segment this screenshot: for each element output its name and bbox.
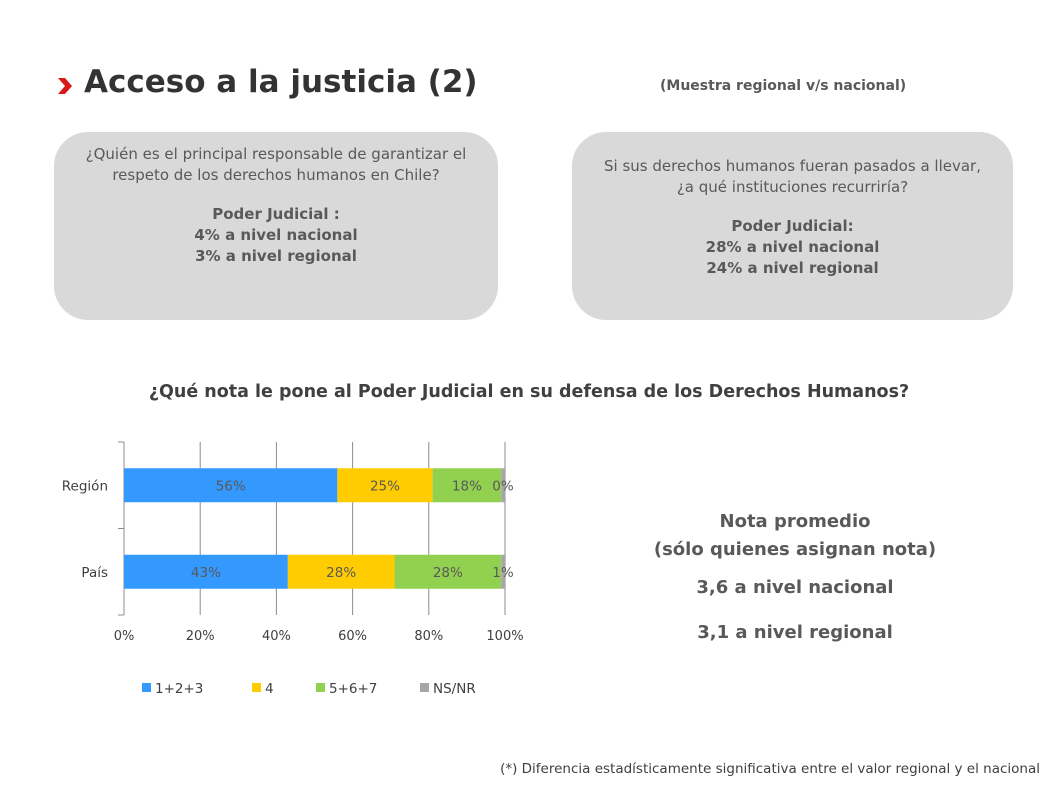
x-tick-label: 0% bbox=[114, 629, 135, 644]
data-label: 0% bbox=[492, 478, 514, 494]
x-tick-label: 80% bbox=[414, 629, 443, 644]
legend-swatch bbox=[420, 683, 429, 692]
x-tick-label: 40% bbox=[262, 629, 291, 644]
legend-swatch bbox=[142, 683, 151, 692]
question-text: ¿Quién es el principal responsable de ga… bbox=[85, 145, 467, 184]
x-tick-label: 20% bbox=[186, 629, 215, 644]
bar-segment bbox=[501, 554, 505, 589]
page-subtitle: (Muestra regional v/s nacional) bbox=[660, 78, 907, 94]
question-box-left: ¿Quién es el principal responsable de ga… bbox=[54, 132, 498, 320]
legend-swatch bbox=[252, 683, 261, 692]
answer-nacional: 4% a nivel nacional bbox=[194, 226, 358, 244]
nota-regional: 3,1 a nivel regional bbox=[697, 622, 893, 643]
chevron-right-icon bbox=[58, 78, 72, 94]
answer-title: Poder Judicial : bbox=[212, 205, 340, 223]
footnote: (*) Diferencia estadísticamente signific… bbox=[500, 761, 1040, 777]
category-label: Región bbox=[62, 478, 108, 494]
answer-block: Poder Judicial : 4% a nivel nacional 3% … bbox=[76, 204, 476, 267]
category-label: País bbox=[81, 565, 108, 581]
bar-segment bbox=[287, 554, 395, 589]
data-label: 18% bbox=[452, 478, 482, 494]
x-tick-label: 100% bbox=[486, 629, 523, 644]
bar-segment bbox=[432, 468, 502, 503]
legend-label: 1+2+3 bbox=[155, 681, 203, 697]
question-text: Si sus derechos humanos fueran pasados a… bbox=[604, 157, 981, 196]
answer-title: Poder Judicial: bbox=[731, 217, 854, 235]
page-title: Acceso a la justicia (2) bbox=[84, 64, 478, 100]
legend-swatch bbox=[316, 683, 325, 692]
nota-title-line2: (sólo quienes asignan nota) bbox=[653, 539, 937, 560]
legend-label: NS/NR bbox=[433, 681, 476, 697]
bar-segment bbox=[501, 468, 505, 503]
data-label: 25% bbox=[370, 478, 400, 494]
chart-title: ¿Qué nota le pone al Poder Judicial en s… bbox=[148, 382, 910, 402]
question-box-right: Si sus derechos humanos fueran pasados a… bbox=[572, 132, 1013, 320]
bar-segment bbox=[124, 554, 288, 589]
bar-segment bbox=[124, 468, 338, 503]
bar-segment bbox=[394, 554, 502, 589]
nota-promedio-title: Nota promedio (sólo quienes asignan nota… bbox=[640, 508, 950, 564]
answer-regional: 3% a nivel regional bbox=[195, 247, 357, 265]
answer-regional: 24% a nivel regional bbox=[706, 259, 879, 277]
bar-segment bbox=[337, 468, 433, 503]
nota-title-line1: Nota promedio bbox=[719, 511, 871, 532]
nota-nacional: 3,6 a nivel nacional bbox=[696, 577, 894, 598]
stacked-bar-chart: 0% 20% 40% 60% 80% 100% Región 56% 25% 18% 0% País 4… bbox=[62, 441, 524, 697]
answer-nacional: 28% a nivel nacional bbox=[705, 238, 880, 256]
data-label: 28% bbox=[326, 565, 356, 581]
data-label: 1% bbox=[492, 565, 514, 581]
answer-block: Poder Judicial: 28% a nivel nacional 24%… bbox=[594, 216, 991, 279]
legend-label: 4 bbox=[265, 681, 274, 697]
x-tick-label: 60% bbox=[338, 629, 367, 644]
data-label: 43% bbox=[191, 565, 221, 581]
data-label: 56% bbox=[216, 478, 246, 494]
legend-label: 5+6+7 bbox=[329, 681, 377, 697]
data-label: 28% bbox=[433, 565, 463, 581]
